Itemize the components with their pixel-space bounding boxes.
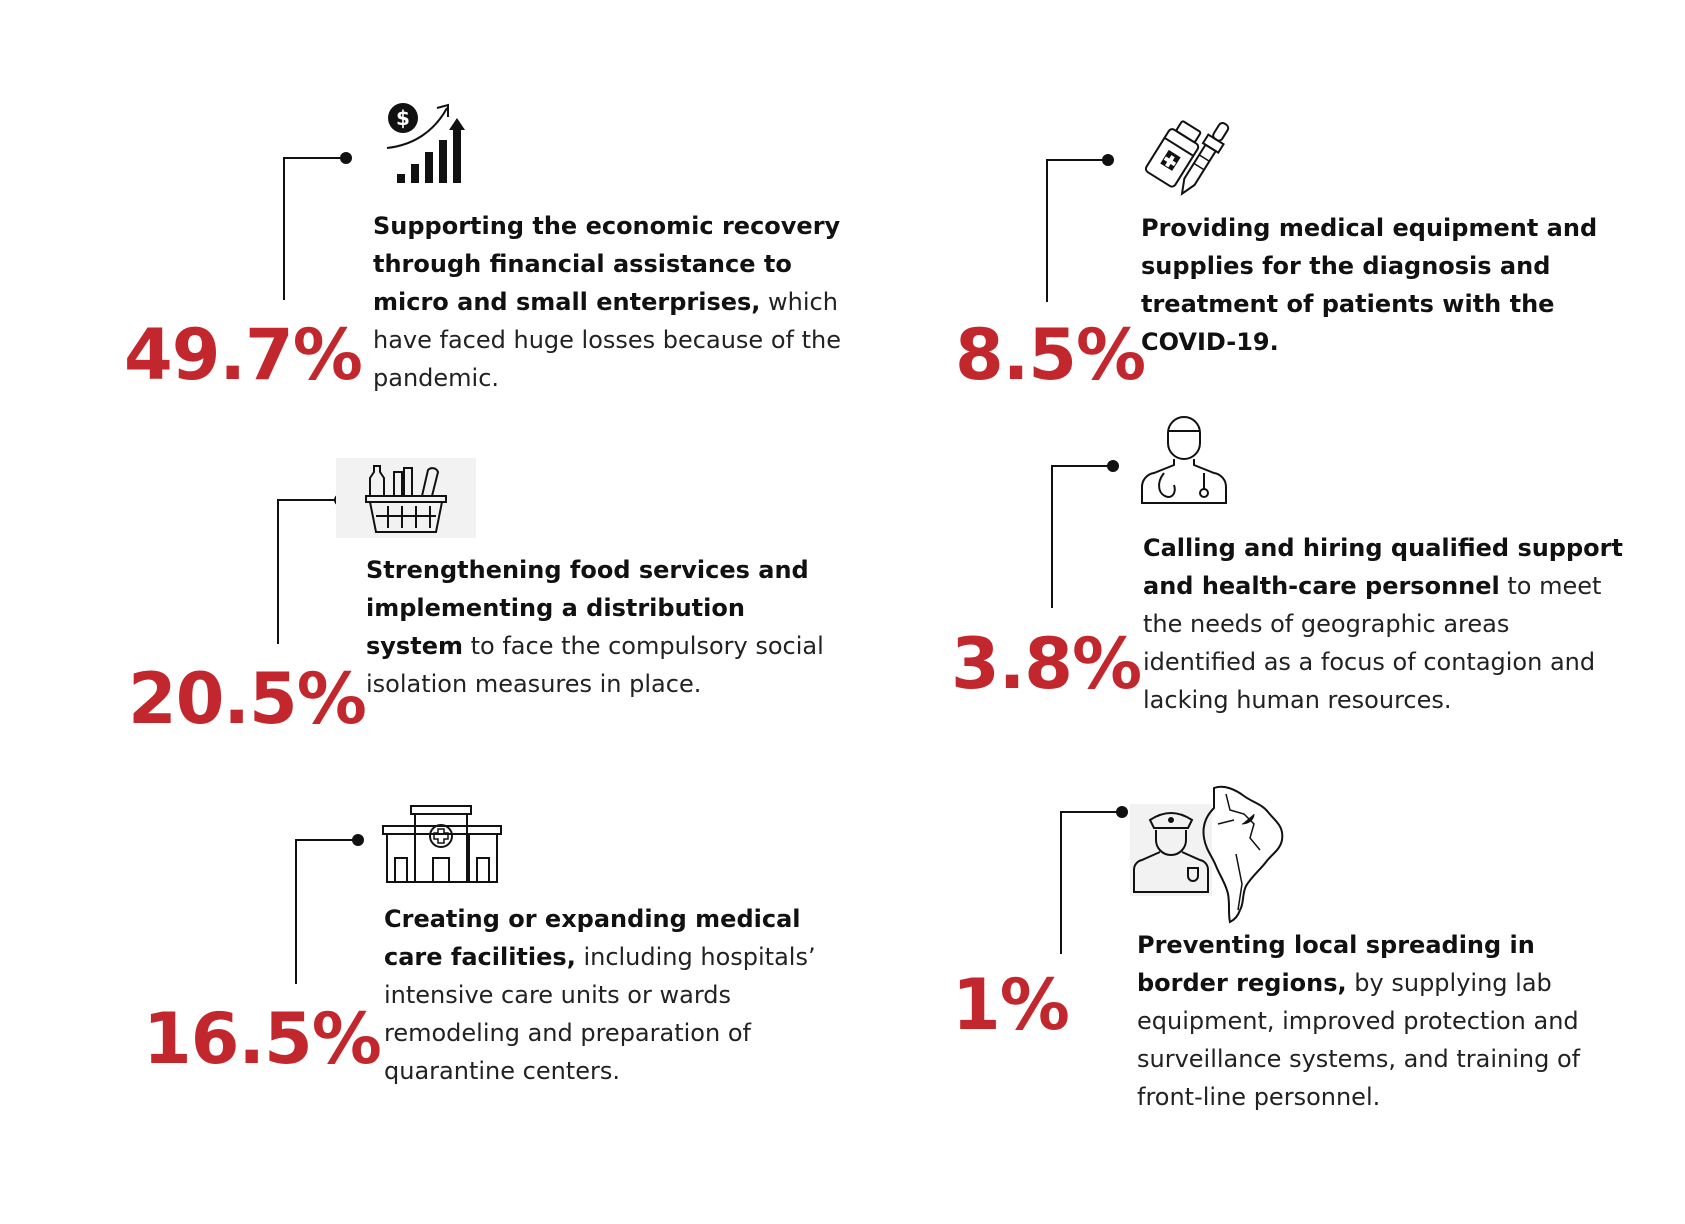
- description-bold: Strengthening food services and implemen…: [366, 556, 809, 660]
- stat-description: Providing medical equipment and supplies…: [1141, 209, 1621, 361]
- stat-description: Creating or expanding medical care facil…: [384, 900, 854, 1090]
- stat-description: Strengthening food services and implemen…: [366, 551, 836, 703]
- south-america-map-icon: [1202, 785, 1284, 924]
- grocery-basket-icon: [336, 458, 476, 538]
- description-bold: Preventing local spreading in border reg…: [1137, 931, 1535, 997]
- description-rest: including hospitals’ intensive care unit…: [384, 943, 816, 1085]
- description-rest: to meet the needs of geographic areas id…: [1143, 572, 1602, 714]
- stat-percentage: 49.7%: [124, 314, 363, 396]
- medicine-bottle-dropper-icon: [1144, 120, 1230, 196]
- stat-percentage: 3.8%: [951, 623, 1142, 705]
- description-bold: Providing medical equipment and supplies…: [1141, 214, 1598, 356]
- stat-percentage: 20.5%: [128, 658, 367, 740]
- description-bold: Creating or expanding medical care facil…: [384, 905, 801, 971]
- doctor-stethoscope-icon: [1140, 416, 1228, 504]
- money-growth-chart-icon: $: [386, 103, 465, 183]
- description-rest: to face the compulsory social isolation …: [366, 632, 824, 698]
- stat-description: Calling and hiring qualified support and…: [1143, 529, 1623, 719]
- hospital-building-icon: [382, 805, 502, 883]
- description-rest: which have faced huge losses because of …: [373, 288, 841, 392]
- stat-percentage: 1%: [952, 964, 1070, 1046]
- svg-text:$: $: [396, 106, 410, 130]
- stat-percentage: 8.5%: [955, 314, 1146, 396]
- stat-percentage: 16.5%: [143, 998, 382, 1080]
- police-officer-icon: [1130, 804, 1212, 896]
- description-rest: by supplying lab equipment, improved pro…: [1137, 969, 1581, 1111]
- description-bold: Calling and hiring qualified support and…: [1143, 534, 1623, 600]
- stat-description: Supporting the economic recovery through…: [373, 207, 843, 397]
- description-bold: Supporting the economic recovery through…: [373, 212, 841, 316]
- stat-description: Preventing local spreading in border reg…: [1137, 926, 1617, 1116]
